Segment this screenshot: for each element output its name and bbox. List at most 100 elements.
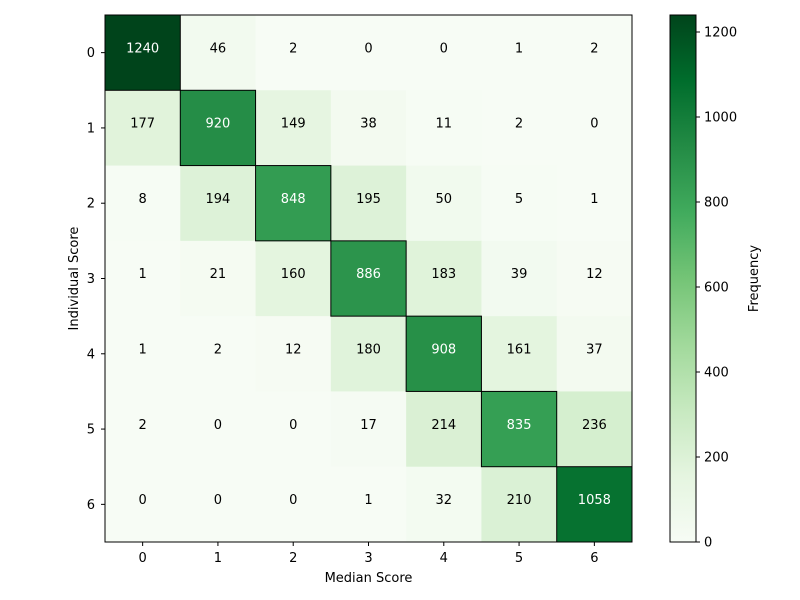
y-tick-label: 1 (87, 121, 95, 136)
heatmap-cell-label: 194 (206, 192, 231, 207)
heatmap-cell-label: 161 (507, 343, 532, 358)
diagonal-highlight-box (480, 390, 558, 468)
heatmap-cell-label: 2 (515, 117, 523, 132)
diagonal-highlight-box (179, 89, 257, 167)
heatmap-cell-label: 0 (139, 493, 147, 508)
heatmap-cell (180, 165, 257, 242)
heatmap-cell-label: 21 (210, 267, 227, 282)
heatmap-cell-label: 214 (431, 418, 456, 433)
heatmap-cell (255, 165, 332, 242)
x-axis-label: Median Score (325, 571, 413, 586)
x-tick-label: 6 (590, 551, 598, 566)
y-axis-label: Individual Score (67, 227, 82, 331)
heatmap-cell (105, 90, 181, 167)
colorbar-tick-label: 1200 (704, 26, 737, 41)
heatmap-cell-label: 37 (586, 343, 603, 358)
heatmap-cell (180, 240, 257, 317)
heatmap-cell-label: 1 (515, 41, 523, 56)
colorbar-label: Frequency (747, 245, 762, 312)
y-tick-label: 2 (87, 197, 95, 212)
x-tick-label: 0 (139, 551, 147, 566)
heatmap-cell (406, 316, 482, 392)
heatmap-cell (481, 90, 558, 167)
colorbar-tick-label: 800 (704, 196, 729, 211)
colorbar-tick-label: 0 (704, 536, 712, 551)
colorbar-tick-label: 1000 (704, 111, 737, 126)
heatmap-cell-label: 1 (364, 493, 372, 508)
heatmap-cell (556, 165, 633, 242)
heatmap-cell-label: 908 (431, 343, 456, 358)
heatmap-cell (406, 466, 482, 543)
heatmap-cell-label: 5 (515, 192, 523, 207)
colorbar: 0 200 400 600 800 1000 1200 (669, 14, 737, 551)
heatmap-cell-label: 920 (206, 117, 231, 132)
heatmap-cell (481, 15, 558, 91)
heatmap-cell (255, 466, 332, 543)
heatmap-cell-label: 1058 (578, 493, 611, 508)
heatmap-cell-label: 160 (281, 267, 306, 282)
colorbar-tick-label: 600 (704, 281, 729, 296)
heatmap-cell-label: 0 (289, 493, 297, 508)
heatmap-cell (481, 165, 558, 242)
heatmap-cell-label: 0 (214, 493, 222, 508)
heatmap-cell-label: 12 (586, 267, 603, 282)
heatmap-cell-label: 0 (364, 41, 372, 56)
heatmap-cell (255, 240, 332, 317)
heatmap-cell (105, 391, 181, 468)
heatmap-cell (180, 316, 257, 392)
heatmap-cell-label: 149 (281, 117, 306, 132)
heatmap-cell-label: 0 (590, 117, 598, 132)
diagonal-highlight-box (330, 240, 407, 317)
heatmap-cell (255, 391, 332, 468)
colorbar-tick-label: 200 (704, 451, 729, 466)
diagonal-highlight-box (405, 315, 482, 392)
heatmap-cell (330, 466, 407, 543)
heatmap-cell-label: 11 (436, 117, 453, 132)
heatmap-cell-label: 0 (289, 418, 297, 433)
heatmap-cell-label: 183 (431, 267, 456, 282)
heatmap-cell (556, 15, 633, 91)
heatmap-cell (330, 240, 407, 317)
heatmap-cell (556, 240, 633, 317)
heatmap-cell (330, 90, 407, 167)
heatmap-cell (330, 316, 407, 392)
heatmap-cell (406, 240, 482, 317)
heatmap-cell-label: 1240 (126, 41, 159, 56)
heatmap-cell (330, 15, 407, 91)
heatmap-cell (556, 391, 633, 468)
heatmap-cell (481, 466, 558, 543)
y-tick-label: 5 (87, 423, 95, 438)
heatmap-cell (406, 90, 482, 167)
heatmap-cell (330, 165, 407, 242)
heatmap-cell (180, 391, 257, 468)
heatmap-cell (105, 316, 181, 392)
heatmap-cell (105, 466, 181, 543)
heatmap-cell-label: 32 (436, 493, 453, 508)
heatmap-cell-label: 848 (281, 192, 306, 207)
heatmap-cell-label: 180 (356, 343, 381, 358)
heatmap-cell (406, 15, 482, 91)
heatmap-cell-label: 0 (440, 41, 448, 56)
colorbar-tick-label: 400 (704, 366, 729, 381)
heatmap-cell-label: 835 (507, 418, 532, 433)
y-tick-label: 0 (87, 46, 95, 61)
y-tick-label: 3 (87, 272, 95, 287)
x-tick-label: 5 (515, 551, 523, 566)
heatmap-cell-label: 236 (582, 418, 607, 433)
heatmap-cell (406, 391, 482, 468)
heatmap-cell-label: 1 (139, 343, 147, 358)
x-tick-label: 4 (440, 551, 448, 566)
heatmap-cell (180, 90, 257, 167)
heatmap-cell-label: 886 (356, 267, 381, 282)
heatmap-cell (105, 165, 181, 242)
heatmap-cell-label: 2 (590, 41, 598, 56)
heatmap-cell-label: 50 (436, 192, 453, 207)
heatmap-cell (255, 316, 332, 392)
heatmap-cell-label: 177 (130, 117, 155, 132)
heatmap-cell-label: 2 (214, 343, 222, 358)
heatmap-cell-label: 2 (289, 41, 297, 56)
colorbar-gradient (670, 15, 696, 542)
heatmap-cell (556, 316, 633, 392)
